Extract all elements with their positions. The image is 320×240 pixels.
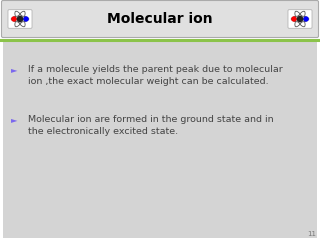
Circle shape <box>292 17 296 21</box>
Circle shape <box>304 17 308 21</box>
FancyBboxPatch shape <box>8 10 32 28</box>
FancyBboxPatch shape <box>288 10 312 28</box>
Circle shape <box>24 17 28 21</box>
Text: If a molecule yields the parent peak due to molecular
ion ,the exact molecular w: If a molecule yields the parent peak due… <box>28 65 283 86</box>
Text: ►: ► <box>11 65 17 74</box>
Bar <box>3 42 317 238</box>
Text: Molecular ion: Molecular ion <box>107 12 213 26</box>
Circle shape <box>298 17 302 21</box>
Circle shape <box>18 17 22 21</box>
Text: Molecular ion are formed in the ground state and in
the electronically excited s: Molecular ion are formed in the ground s… <box>28 115 274 136</box>
Text: 11: 11 <box>307 231 316 237</box>
Text: ►: ► <box>11 115 17 124</box>
FancyBboxPatch shape <box>2 0 318 37</box>
Circle shape <box>12 17 16 21</box>
